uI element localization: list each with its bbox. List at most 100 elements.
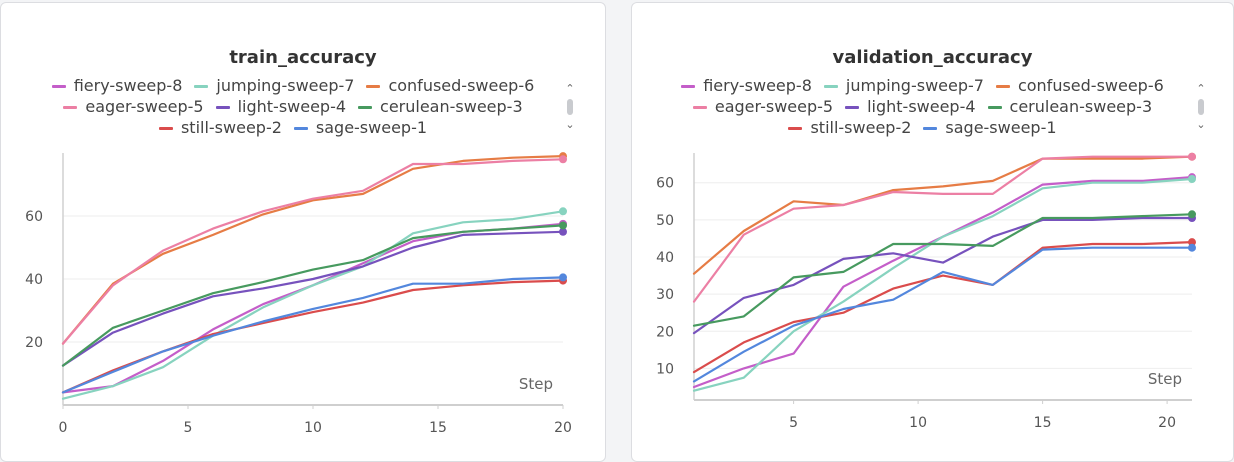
series-line-eager-sweep-5[interactable] <box>692 155 1194 303</box>
legend-row: still-sweep-2 sage-sweep-1 <box>672 117 1173 138</box>
legend-label: cerulean-sweep-3 <box>380 97 523 116</box>
legend-item[interactable]: sage-sweep-1 <box>923 117 1057 138</box>
legend-label: jumping-sweep-7 <box>216 76 355 95</box>
legend-swatch <box>823 85 838 88</box>
legend-row: fiery-sweep-8 jumping-sweep-7 confused-swe… <box>41 75 545 96</box>
y-tick-label: 60 <box>25 209 43 225</box>
legend-swatch <box>358 106 373 109</box>
legend-item[interactable]: confused-sweep-6 <box>995 75 1164 96</box>
series-line-cerulean-sweep-3[interactable] <box>692 213 1194 327</box>
series-end-point[interactable] <box>1188 210 1196 219</box>
chevron-up-icon[interactable]: ⌃ <box>565 83 575 95</box>
x-tick-label: 20 <box>554 420 572 436</box>
legend-item[interactable]: light-sweep-4 <box>215 96 346 117</box>
legend-label: confused-sweep-6 <box>388 76 535 95</box>
legend-swatch <box>366 85 381 88</box>
series-line-confused-sweep-6[interactable] <box>692 155 1194 275</box>
validation-accuracy-panel: validation_accuracy fiery-sweep-8 jumping… <box>631 2 1234 462</box>
legend-item[interactable]: still-sweep-2 <box>788 117 911 138</box>
train-accuracy-plot: 20 40 60 0 5 10 15 20 Step <box>25 152 572 436</box>
y-tick-label: 10 <box>656 361 674 377</box>
legend-row: fiery-sweep-8 jumping-sweep-7 confused-swe… <box>672 75 1173 96</box>
legend-swatch <box>51 85 66 88</box>
legend-item[interactable]: cerulean-sweep-3 <box>358 96 523 117</box>
x-tick-label: 5 <box>789 415 798 431</box>
legend-swatch <box>293 127 308 130</box>
chevron-down-icon[interactable]: ⌄ <box>1196 119 1206 131</box>
legend-row: eager-sweep-5 light-sweep-4 cerulean-sweep… <box>41 96 545 117</box>
validation-accuracy-plot: 10 20 30 40 50 60 5 10 15 20 Step <box>656 152 1196 431</box>
series-end-point[interactable] <box>559 207 567 216</box>
x-axis-label: Step <box>519 375 553 393</box>
legend-label: jumping-sweep-7 <box>845 76 984 95</box>
y-tick-label: 40 <box>656 250 674 266</box>
series-end-point[interactable] <box>1188 238 1196 247</box>
x-tick-label: 20 <box>1158 415 1176 431</box>
series-line-sage-sweep-1[interactable] <box>61 276 565 394</box>
legend-swatch <box>63 106 78 109</box>
legend-label: confused-sweep-6 <box>1017 76 1164 95</box>
legend-swatch <box>158 127 173 130</box>
legend-item[interactable]: light-sweep-4 <box>845 96 976 117</box>
legend-label: cerulean-sweep-3 <box>1009 97 1153 116</box>
legend-item[interactable]: sage-sweep-1 <box>293 117 428 138</box>
legend-row: still-sweep-2 sage-sweep-1 <box>41 117 545 138</box>
series-end-point[interactable] <box>1188 175 1196 183</box>
legend-item[interactable]: confused-sweep-6 <box>366 75 534 96</box>
legend-item[interactable]: eager-sweep-5 <box>63 96 204 117</box>
legend-swatch <box>692 106 707 109</box>
x-tick-label: 10 <box>304 420 322 436</box>
legend-item[interactable]: jumping-sweep-7 <box>194 75 354 96</box>
series-end-point[interactable] <box>559 273 567 282</box>
legend-swatch <box>845 106 860 109</box>
series-end-point[interactable] <box>559 221 567 230</box>
chevron-down-icon[interactable]: ⌄ <box>565 119 575 131</box>
legend-scroll[interactable]: ⌃ ⌄ <box>564 83 576 131</box>
series-line-still-sweep-2[interactable] <box>692 241 1194 374</box>
series-line-jumping-sweep-7[interactable] <box>61 210 565 400</box>
x-axis-label: Step <box>1148 370 1182 388</box>
legend-item[interactable]: jumping-sweep-7 <box>823 75 984 96</box>
x-tick-label: 15 <box>1034 415 1052 431</box>
series-end-point[interactable] <box>1188 152 1196 161</box>
legend-item[interactable]: fiery-sweep-8 <box>51 75 183 96</box>
chart-legend: fiery-sweep-8 jumping-sweep-7 confused-swe… <box>672 75 1173 138</box>
x-tick-label: 5 <box>184 420 193 436</box>
series-end-point[interactable] <box>1188 243 1196 252</box>
series-line-eager-sweep-5[interactable] <box>61 158 565 345</box>
series-line-jumping-sweep-7[interactable] <box>692 177 1194 392</box>
scroll-thumb[interactable] <box>1198 99 1204 115</box>
legend-swatch <box>788 127 803 130</box>
train-accuracy-panel: train_accuracy fiery-sweep-8 jumping-swee… <box>0 2 606 462</box>
legend-item[interactable]: eager-sweep-5 <box>692 96 833 117</box>
series-end-point[interactable] <box>559 227 567 236</box>
legend-swatch <box>215 106 230 109</box>
legend-label: light-sweep-4 <box>867 97 976 116</box>
y-tick-label: 20 <box>25 335 43 351</box>
chart-title: validation_accuracy <box>832 47 1033 68</box>
x-tick-label: 0 <box>59 420 68 436</box>
series-line-cerulean-sweep-3[interactable] <box>61 224 565 367</box>
legend-row: eager-sweep-5 light-sweep-4 cerulean-sweep… <box>672 96 1173 117</box>
x-tick-label: 15 <box>429 420 447 436</box>
series-end-point[interactable] <box>559 155 567 164</box>
legend-scroll[interactable]: ⌃ ⌄ <box>1195 83 1207 131</box>
y-tick-label: 60 <box>656 176 674 192</box>
series-line-light-sweep-4[interactable] <box>61 230 565 367</box>
legend-label: sage-sweep-1 <box>945 118 1057 137</box>
legend-item[interactable]: fiery-sweep-8 <box>681 75 812 96</box>
chart-title: train_accuracy <box>229 47 377 68</box>
series-line-sage-sweep-1[interactable] <box>692 246 1194 383</box>
chart-legend: fiery-sweep-8 jumping-sweep-7 confused-swe… <box>41 75 545 138</box>
legend-swatch <box>923 127 938 130</box>
legend-item[interactable]: still-sweep-2 <box>158 117 282 138</box>
scroll-thumb[interactable] <box>567 99 573 115</box>
chevron-up-icon[interactable]: ⌃ <box>1196 83 1206 95</box>
legend-label: fiery-sweep-8 <box>73 76 183 95</box>
series-line-confused-sweep-6[interactable] <box>61 155 565 345</box>
legend-item[interactable]: cerulean-sweep-3 <box>987 96 1153 117</box>
legend-swatch <box>995 85 1010 88</box>
legend-label: sage-sweep-1 <box>315 118 428 137</box>
y-tick-label: 40 <box>25 272 43 288</box>
legend-label: still-sweep-2 <box>180 118 282 137</box>
